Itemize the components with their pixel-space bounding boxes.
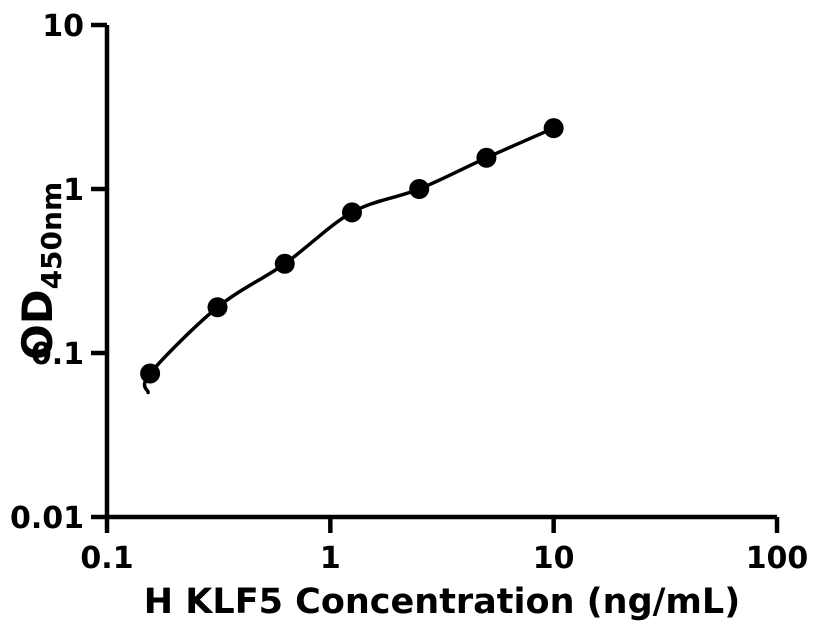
y-axis-label-main: OD [13, 289, 62, 360]
y-tick-label: 0.1 [31, 337, 84, 372]
data-point [140, 363, 161, 384]
data-point [409, 179, 430, 199]
data-point [543, 118, 564, 139]
y-axis-label: OD450nm [13, 182, 68, 360]
x-tick-label: 0.1 [80, 541, 133, 576]
x-tick-label: 100 [746, 541, 809, 576]
y-tick-label: 1 [63, 173, 84, 208]
axis-lines [104, 25, 777, 520]
x-tick-label: 1 [320, 541, 341, 576]
x-axis-title: H KLF5 Concentration (ng/mL) [143, 582, 741, 622]
data-point [274, 253, 295, 274]
data-point [476, 147, 497, 168]
data-point [207, 297, 228, 318]
y-tick-label: 10 [42, 9, 84, 44]
y-axis-label-subscript: 450nm [35, 181, 68, 290]
y-tick-label: 0.01 [10, 501, 84, 536]
x-tick-label: 10 [533, 541, 575, 576]
data-point [341, 202, 362, 223]
fit-curve [142, 126, 556, 395]
